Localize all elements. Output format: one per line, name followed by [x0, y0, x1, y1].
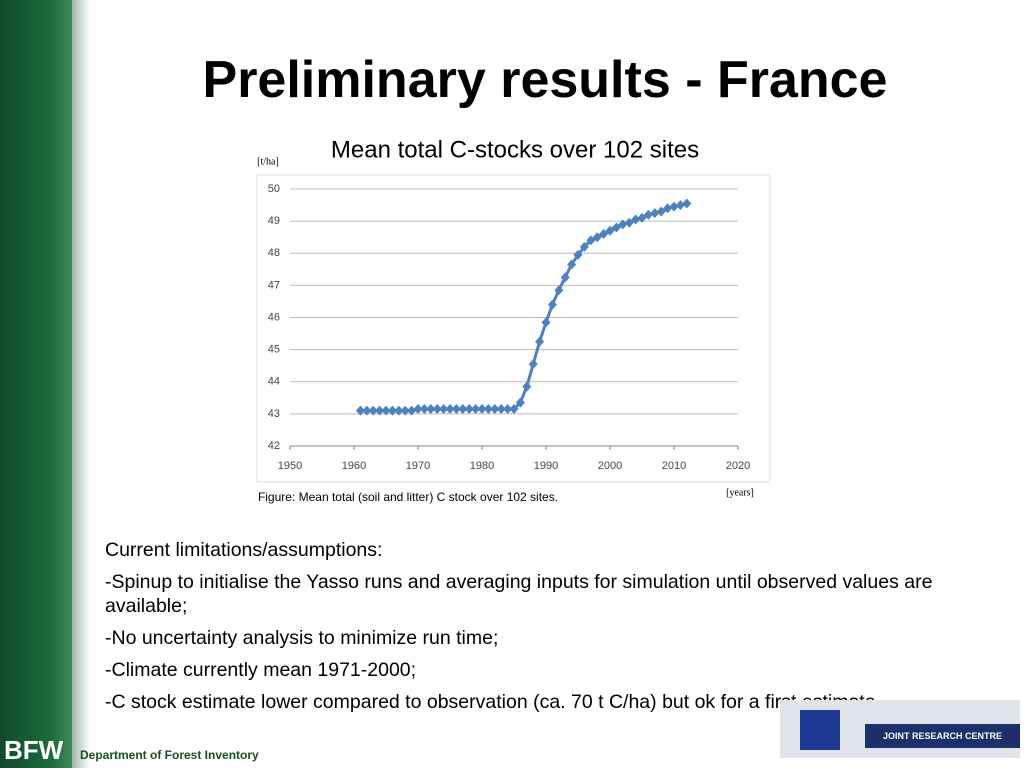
marker — [496, 404, 506, 415]
marker — [432, 404, 442, 415]
bullet: -Climate currently mean 1971-2000; — [105, 659, 417, 681]
marker — [611, 222, 621, 233]
marker — [554, 285, 564, 296]
partner-name: JOINT RESEARCH CENTRE — [865, 724, 1020, 748]
marker — [509, 404, 519, 415]
marker — [490, 404, 500, 415]
marker — [643, 209, 653, 220]
x-tick-label: 2010 — [662, 460, 686, 472]
marker — [586, 235, 596, 246]
y-axis-label: [t/ha] — [257, 156, 279, 167]
marker — [362, 405, 372, 416]
marker — [528, 359, 538, 370]
logo: BFW — [4, 735, 64, 765]
y-tick-label: 48 — [268, 247, 280, 259]
marker — [682, 198, 692, 209]
marker — [368, 405, 378, 416]
y-tick-label: 49 — [268, 215, 280, 227]
marker — [394, 405, 404, 416]
slide-title: Preliminary results - France — [202, 51, 888, 109]
marker — [522, 381, 532, 392]
marker — [381, 405, 391, 416]
marker — [400, 405, 410, 416]
x-tick-label: 1950 — [278, 460, 302, 472]
y-tick-label: 46 — [268, 311, 280, 323]
x-axis-label: [years] — [726, 487, 754, 498]
marker — [515, 397, 525, 408]
marker — [413, 404, 423, 415]
marker — [605, 225, 615, 236]
chart-frame — [256, 174, 771, 483]
marker — [458, 404, 468, 415]
marker — [477, 404, 487, 415]
y-tick-label: 47 — [268, 279, 280, 291]
department: Department of Forest Inventory — [80, 748, 259, 762]
y-tick-label: 43 — [268, 408, 280, 420]
chart: Mean total C-stocks over 102 sites [t/ha… — [256, 136, 771, 504]
marker — [599, 228, 609, 239]
side-fade — [72, 0, 90, 768]
marker — [547, 299, 557, 310]
marker — [464, 404, 474, 415]
marker — [573, 249, 583, 260]
marker — [663, 203, 673, 214]
text-block: Current limitations/assumptions: -Spinup… — [105, 538, 975, 722]
x-tick-label: 1960 — [342, 460, 366, 472]
y-tick-label: 42 — [268, 440, 280, 452]
marker — [618, 219, 628, 230]
marker — [579, 241, 589, 252]
y-tick-label: 45 — [268, 344, 280, 356]
marker — [656, 206, 666, 217]
marker — [483, 404, 493, 415]
marker — [560, 272, 570, 283]
marker — [419, 404, 429, 415]
marker — [387, 405, 397, 416]
marker — [592, 232, 602, 243]
eu-flag — [800, 710, 840, 750]
chart-caption: Figure: Mean total (soil and litter) C s… — [258, 490, 558, 504]
bullet: -No uncertainty analysis to minimize run… — [105, 627, 499, 649]
marker — [375, 405, 385, 416]
marker — [445, 404, 455, 415]
bullet: -Spinup to initialise the Yasso runs and… — [105, 571, 933, 617]
marker — [535, 336, 545, 347]
marker — [624, 217, 634, 228]
marker — [650, 208, 660, 219]
x-tick-label: 1980 — [470, 460, 494, 472]
marker — [426, 404, 436, 415]
x-tick-label: 1970 — [406, 460, 430, 472]
marker — [669, 201, 679, 212]
marker — [407, 405, 417, 416]
side-band — [0, 0, 72, 768]
marker — [355, 405, 365, 416]
marker — [631, 214, 641, 225]
x-tick-label: 2020 — [726, 460, 750, 472]
marker — [503, 404, 513, 415]
x-tick-label: 2000 — [598, 460, 622, 472]
marker — [451, 404, 461, 415]
marker — [637, 212, 647, 223]
marker — [567, 259, 577, 270]
heading: Current limitations/assumptions: — [105, 539, 383, 561]
marker — [675, 200, 685, 211]
x-tick-label: 1990 — [534, 460, 558, 472]
marker — [439, 404, 449, 415]
marker — [541, 317, 551, 328]
chart-title: Mean total C-stocks over 102 sites — [331, 136, 699, 163]
bullet: -C stock estimate lower compared to obse… — [105, 691, 876, 713]
y-tick-label: 44 — [268, 376, 280, 388]
y-tick-label: 50 — [268, 183, 280, 195]
marker — [471, 404, 481, 415]
